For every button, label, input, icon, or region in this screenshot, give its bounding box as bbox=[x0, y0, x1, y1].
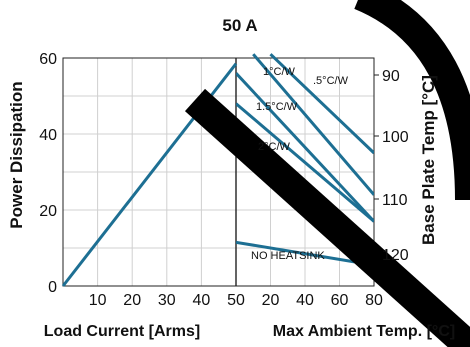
y-tick-label: 40 bbox=[39, 127, 57, 144]
x-tick-label: 50 bbox=[227, 292, 245, 309]
series-line bbox=[236, 72, 374, 223]
right-x-axis-label: Max Ambient Temp. [°C] bbox=[273, 323, 455, 340]
series-label: NO HEATSINK bbox=[251, 250, 325, 262]
x-tick-label: 40 bbox=[296, 292, 314, 309]
series-line bbox=[269, 53, 374, 155]
series-label: 1°C/W bbox=[263, 66, 296, 78]
y2-tick-label: 90 bbox=[382, 68, 400, 85]
series-label: .5°C/W bbox=[313, 75, 349, 87]
series-line bbox=[252, 53, 374, 196]
right-y-axis-label: Base Plate Temp [°C] bbox=[419, 75, 438, 245]
chart-labels: 0 20 40 60 10 20 30 40 50 20 40 60 80 90 100 110 120 .5°C… bbox=[39, 51, 409, 309]
y-tick-label: 20 bbox=[39, 203, 57, 220]
y2-tick-label: 100 bbox=[382, 129, 409, 146]
watermark-stroke bbox=[184, 88, 470, 347]
series-line bbox=[236, 102, 374, 223]
y2-tick-label: 120 bbox=[382, 247, 409, 264]
y-tick-label: 0 bbox=[48, 279, 57, 296]
y-tick-label: 60 bbox=[39, 51, 57, 68]
y2-tick-label: 110 bbox=[382, 192, 408, 209]
watermark bbox=[184, 0, 470, 347]
x-tick-label: 40 bbox=[193, 292, 211, 309]
x-tick-label: 10 bbox=[89, 292, 107, 309]
series-label: 1.5°C/W bbox=[256, 101, 298, 113]
left-y-axis-label: Power Dissipation bbox=[7, 81, 26, 228]
left-x-axis-label: Load Current [Arms] bbox=[44, 323, 200, 340]
watermark-curve bbox=[354, 0, 470, 201]
plot-frame bbox=[62, 57, 375, 287]
x-tick-label: 30 bbox=[158, 292, 176, 309]
series-label: 2°C/W bbox=[258, 141, 291, 153]
x-tick-label: 20 bbox=[123, 292, 141, 309]
series-line bbox=[236, 240, 374, 267]
series-lines bbox=[61, 53, 374, 287]
x-tick-label: 20 bbox=[262, 292, 280, 309]
x-tick-label: 60 bbox=[331, 292, 349, 309]
x-tick-label: 80 bbox=[365, 292, 383, 309]
chart-title: 50 A bbox=[222, 16, 257, 35]
